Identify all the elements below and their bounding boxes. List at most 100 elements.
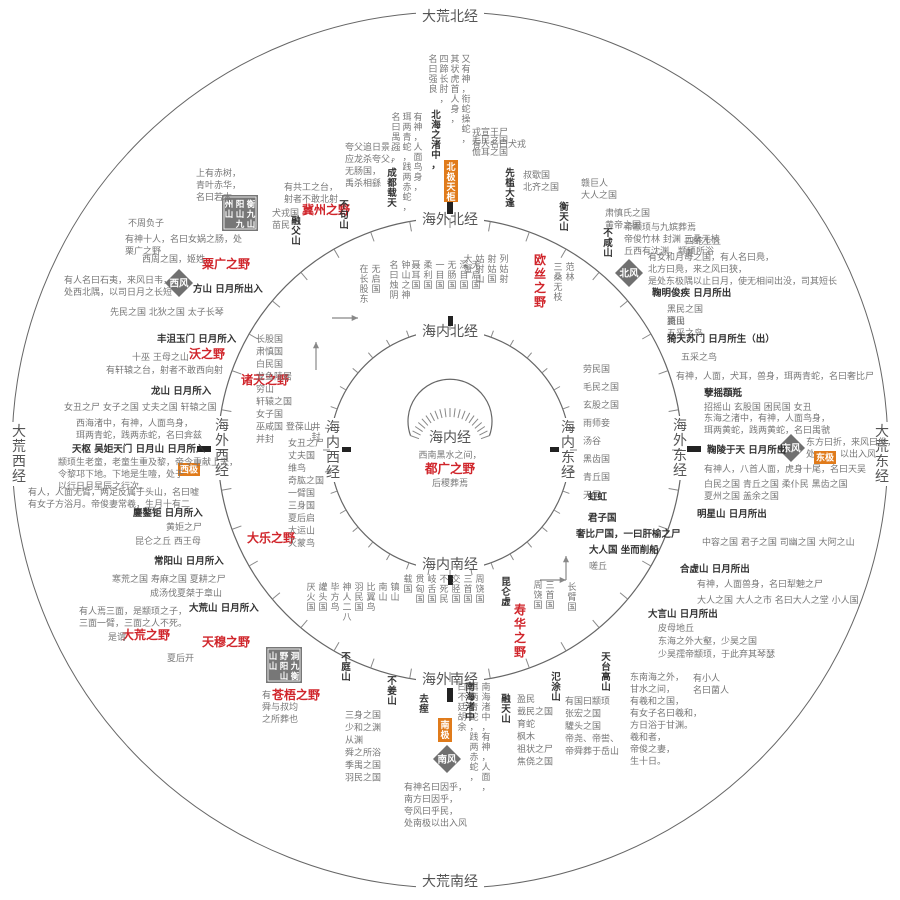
vertical-char: 经 (673, 463, 687, 479)
ring-tick (386, 339, 391, 347)
vertical-char: 不 (439, 574, 448, 585)
vertical-char: 国 (411, 280, 420, 291)
vertical-char: 神 (481, 741, 490, 753)
south-yinhu-block: 有神名曰因乎，南方曰因乎，夸风曰乎民，处南极以出入风 (404, 781, 467, 829)
seal-char: 山 (280, 671, 289, 682)
label-line: 名曰若木 (196, 191, 232, 203)
ring-tick (668, 488, 679, 491)
vertical-char: 毕 (330, 581, 339, 593)
seal-char: 野 (280, 652, 289, 662)
ring-tick (488, 221, 491, 232)
vertical-char: 野 (534, 295, 546, 309)
ring-tick (425, 415, 432, 424)
ring-tick (324, 427, 332, 430)
vertical-char: 衡 (559, 201, 569, 213)
vertical-char: 国 (463, 594, 472, 605)
vertical-char: 死 (439, 584, 448, 595)
ring-tick (406, 562, 410, 570)
vertical-char: 蛇 (402, 191, 411, 203)
vertical-char: 国 (427, 594, 436, 605)
vertical-char: ， (413, 133, 422, 143)
inner-east-marker (550, 447, 559, 452)
label-line: 巫咸国 登葆山 (256, 421, 313, 433)
ring-tick (668, 409, 679, 412)
vertical-char: 不 (339, 200, 349, 211)
label-line: 劳民国 (583, 363, 610, 375)
vertical-char: 有 (461, 63, 470, 75)
wild-su: 粟广之野 (201, 256, 250, 271)
seal-char: 阳 (280, 662, 289, 672)
ring-label-outer-north: 海外北经 (422, 212, 478, 228)
vertical-char: 姜 (387, 685, 397, 697)
vertical-char: 经 (326, 465, 340, 481)
ring-tick (541, 367, 548, 374)
vertical-char: 海 (431, 119, 441, 131)
vertical-char: 国 (475, 594, 484, 605)
vertical-char: 名 (428, 53, 437, 65)
label-line: 轩辕之国 (256, 396, 292, 408)
label-line: 西海渚中，有神，人面鸟身， (76, 417, 193, 429)
vertical-char: 良 (428, 83, 437, 95)
label-line: 臷民之国 (517, 706, 553, 718)
vertical-char: 中 (481, 711, 490, 723)
ring-tick (409, 668, 412, 679)
vertical-column: 射姑国 (487, 253, 496, 285)
ring-label-great-south: 大荒南经 (422, 874, 478, 890)
vertical-char: 经 (215, 463, 229, 479)
vertical-column: 柔利国 (423, 260, 432, 291)
vertical-char: 神 (461, 73, 470, 85)
west-zhuanxu-block: 颛顼生老童，老童生重及黎，帝令重献上天，令黎邛下地。下地是生噎，处于以行日月星辰… (58, 456, 238, 492)
vertical-char: 人 (481, 762, 490, 773)
south-buting-mountain: 不庭山 (341, 652, 351, 683)
west-buzhou: 不周负子 (128, 217, 164, 229)
vertical-char: 国 (533, 600, 542, 611)
vertical-char: 融 (501, 693, 511, 705)
vertical-char: 操 (461, 113, 470, 125)
label-line: 舜与叔均 (262, 701, 298, 713)
vertical-char: 载 (403, 573, 412, 585)
vertical-char: 践 (469, 731, 478, 743)
vertical-char: 神 (342, 581, 351, 593)
ring-tick (427, 568, 430, 576)
vertical-char: 之 (514, 630, 526, 645)
badge-east-pole: 东极 (816, 452, 835, 464)
label-line: 一臂国 (288, 487, 315, 499)
label-line: 北齐之国 (523, 181, 559, 193)
vertical-column: 载国 (403, 573, 412, 595)
label-line: 有轩辕之台，射者不敢西向射 (106, 364, 223, 376)
vertical-char: 利 (423, 269, 432, 281)
label-line: 丈夫国 (288, 450, 315, 462)
vertical-column: 岐舌国 (427, 573, 436, 605)
label-line: 奇肱之国 (288, 475, 324, 487)
vertical-char: 交 (451, 573, 460, 585)
seal-char: 山 (269, 651, 278, 662)
vertical-char: 南 (440, 719, 449, 731)
label-line: 大人之国 (581, 189, 617, 201)
vertical-column: 珥两青蛇，践两赤蛇， (402, 112, 411, 213)
vertical-column: 厌火国 (306, 582, 315, 613)
label-line: 维鸟 (288, 462, 306, 474)
ring-tick (619, 592, 629, 600)
vertical-char: 海 (215, 418, 229, 434)
vertical-char: 衔 (461, 93, 470, 105)
label-line: 焦侥之国 (517, 756, 553, 768)
label-line: 黑民之国 (667, 303, 703, 315)
label-line: 毛民之国 (472, 134, 508, 146)
vertical-char: 强 (391, 142, 400, 153)
label-line: 寒荒之国 寿麻之国 夏耕之尸 (112, 573, 226, 585)
vertical-char: ， (439, 95, 448, 105)
east-tianwu-block: 有神人，八首人面，虎身十尾，名曰天吴 (704, 463, 866, 475)
vertical-char: 曰 (391, 123, 400, 133)
vertical-column: 珥两青蛇，践两赤蛇， (469, 682, 478, 783)
east-junzi: 君子国 (588, 513, 617, 524)
vertical-column: 周饶国 (533, 580, 542, 611)
west-xuanyuan-block: 有轩辕之台，射者不敢西向射 (106, 364, 223, 376)
